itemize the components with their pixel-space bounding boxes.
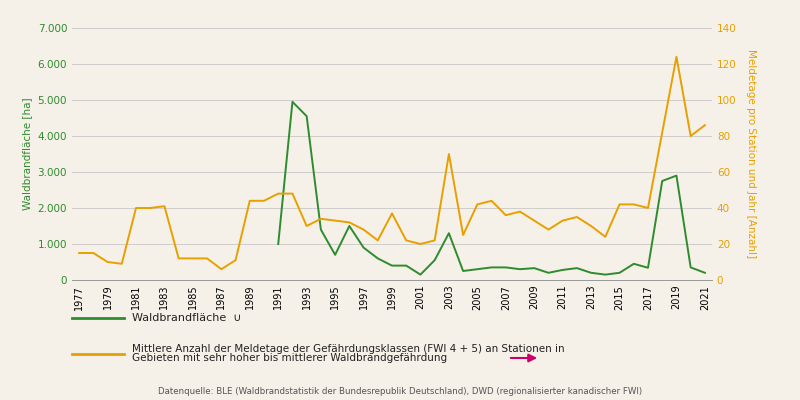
- Text: Datenquelle: BLE (Waldbrandstatistik der Bundesrepublik Deutschland), DWD (regio: Datenquelle: BLE (Waldbrandstatistik der…: [158, 387, 642, 396]
- Y-axis label: Meldetage pro Station und Jahr [Anzahl]: Meldetage pro Station und Jahr [Anzahl]: [746, 50, 756, 258]
- Text: Gebieten mit sehr hoher bis mittlerer Waldbrandgefährdung: Gebieten mit sehr hoher bis mittlerer Wa…: [132, 353, 447, 363]
- Text: Mittlere Anzahl der Meldetage der Gefährdungsklassen (FWI 4 + 5) an Stationen in: Mittlere Anzahl der Meldetage der Gefähr…: [132, 344, 565, 354]
- Text: Waldbrandfläche  ∪: Waldbrandfläche ∪: [132, 313, 242, 323]
- Y-axis label: Waldbrandfläche [ha]: Waldbrandfläche [ha]: [22, 98, 32, 210]
